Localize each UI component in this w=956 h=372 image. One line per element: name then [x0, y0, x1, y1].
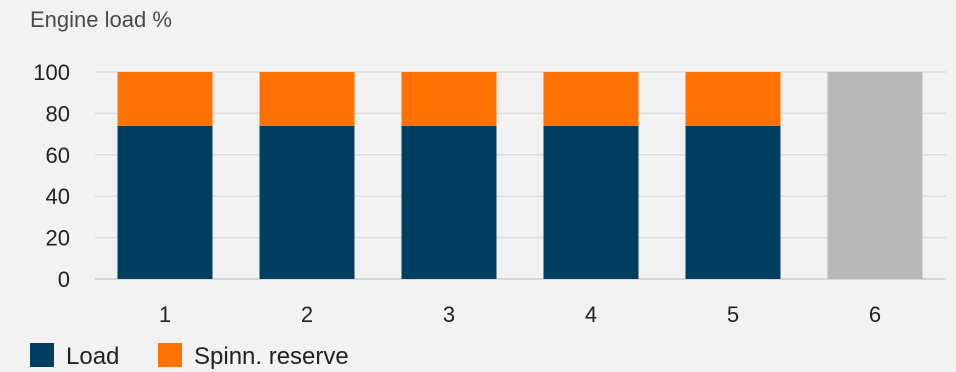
bar-spinn-reserve-5: [685, 72, 781, 126]
y-axis-ticks: 0 20 40 60 80 100: [33, 60, 70, 292]
bar-spinn-reserve-1: [117, 72, 213, 126]
legend-label-load: Load: [66, 343, 119, 370]
y-tick-label: 0: [58, 267, 70, 292]
x-tick-label: 6: [869, 302, 881, 327]
x-tick-label: 2: [301, 302, 313, 327]
x-tick-label: 4: [585, 302, 597, 327]
bar-load-3: [401, 125, 497, 279]
y-tick-label: 60: [46, 143, 70, 168]
bar-load-2: [259, 125, 355, 279]
x-axis-ticks: 1 2 3 4 5 6: [159, 302, 881, 327]
y-tick-label: 80: [46, 101, 70, 126]
legend-swatch-spinn-reserve: [158, 343, 182, 367]
bar-spinn-reserve-4: [543, 72, 639, 126]
chart-title: Engine load %: [30, 7, 172, 32]
bars: [117, 72, 923, 279]
y-tick-label: 100: [33, 60, 70, 85]
x-tick-label: 3: [443, 302, 455, 327]
legend-swatch-load: [30, 343, 54, 367]
x-tick-label: 1: [159, 302, 171, 327]
y-tick-label: 20: [46, 226, 70, 251]
bar-load-1: [117, 125, 213, 279]
legend-label-spinn-reserve: Spinn. reserve: [194, 343, 349, 370]
gridlines: [95, 71, 946, 280]
x-tick-label: 5: [727, 302, 739, 327]
bar-spinn-reserve-3: [401, 72, 497, 126]
bar-unlabeled-6: [827, 72, 923, 279]
y-tick-label: 40: [46, 184, 70, 209]
bar-load-4: [543, 125, 639, 279]
legend: Load Spinn. reserve: [30, 343, 349, 370]
bar-load-5: [685, 125, 781, 279]
bar-spinn-reserve-2: [259, 72, 355, 126]
